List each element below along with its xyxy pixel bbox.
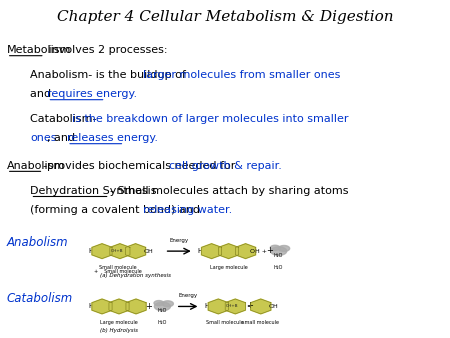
Text: H: H (204, 304, 210, 310)
Text: OH +: OH + (250, 249, 267, 254)
Text: is the breakdown of larger molecules into smaller: is the breakdown of larger molecules int… (72, 114, 349, 124)
Text: Catabolism: Catabolism (7, 292, 73, 305)
Text: releases energy.: releases energy. (67, 133, 158, 143)
Text: H₂O: H₂O (158, 320, 167, 325)
Text: Anabolism: Anabolism (7, 161, 65, 171)
Text: (a) Dehydration synthesis: (a) Dehydration synthesis (100, 273, 171, 278)
Text: Large molecule: Large molecule (210, 265, 248, 269)
Text: +: + (246, 302, 253, 311)
Text: small molecule: small molecule (242, 320, 279, 325)
Text: (b) Hydrolysis: (b) Hydrolysis (100, 328, 138, 333)
Polygon shape (154, 300, 164, 306)
Text: +: + (266, 246, 273, 255)
Text: releasing water.: releasing water. (143, 204, 232, 215)
Polygon shape (110, 244, 130, 259)
Polygon shape (251, 299, 271, 314)
Text: H₂O: H₂O (274, 265, 284, 269)
Polygon shape (126, 244, 146, 259)
Text: Metabolism: Metabolism (7, 45, 71, 55)
Polygon shape (225, 299, 245, 314)
Text: H: H (88, 304, 94, 310)
Text: larger molecules from smaller ones: larger molecules from smaller ones (143, 70, 341, 80)
Polygon shape (162, 301, 173, 307)
Text: Chapter 4 Cellular Metabolism & Digestion: Chapter 4 Cellular Metabolism & Digestio… (57, 10, 393, 24)
Text: , and: , and (46, 133, 78, 143)
Polygon shape (92, 244, 112, 259)
Text: and: and (31, 89, 55, 99)
Text: ones: ones (31, 133, 57, 143)
Polygon shape (235, 244, 256, 259)
Polygon shape (154, 302, 171, 311)
Text: Catabolism-: Catabolism- (31, 114, 100, 124)
Text: +: + (145, 302, 153, 311)
Polygon shape (219, 244, 238, 259)
Polygon shape (208, 299, 228, 314)
Polygon shape (92, 299, 112, 314)
Polygon shape (126, 299, 146, 314)
Text: involves 2 processes:: involves 2 processes: (45, 45, 167, 55)
Text: H: H (198, 248, 203, 254)
Text: H₂O: H₂O (274, 253, 284, 258)
Polygon shape (109, 299, 129, 314)
Text: Anabolism: Anabolism (7, 236, 68, 249)
Text: OH: OH (144, 249, 154, 254)
Text: +: + (246, 301, 253, 310)
Polygon shape (270, 245, 280, 250)
Text: -provides biochemicals needed for: -provides biochemicals needed for (44, 161, 239, 171)
Text: H₂O: H₂O (158, 308, 167, 313)
Polygon shape (202, 244, 222, 259)
Text: Energy: Energy (169, 238, 189, 243)
Text: OH: OH (268, 304, 278, 309)
Polygon shape (279, 245, 290, 251)
Text: Anabolism- is the buildup of: Anabolism- is the buildup of (31, 70, 190, 80)
Text: requires energy.: requires energy. (47, 89, 138, 99)
Text: Large molecule: Large molecule (100, 320, 138, 325)
Text: OH+B: OH+B (110, 249, 123, 253)
Text: +    Small molecule: + Small molecule (94, 269, 142, 273)
Text: - Small molecules attach by sharing atoms: - Small molecules attach by sharing atom… (110, 186, 348, 196)
Polygon shape (270, 247, 287, 255)
Text: cell growth & repair.: cell growth & repair. (169, 161, 282, 171)
Text: (forming a covalent bond) and: (forming a covalent bond) and (31, 204, 204, 215)
Text: Energy: Energy (178, 293, 198, 298)
Text: OH+B: OH+B (226, 305, 239, 309)
Text: Small molecule: Small molecule (99, 265, 136, 269)
Text: H: H (88, 248, 94, 254)
Text: Dehydration Synthesis: Dehydration Synthesis (31, 186, 157, 196)
Text: Small molecule: Small molecule (206, 320, 244, 325)
